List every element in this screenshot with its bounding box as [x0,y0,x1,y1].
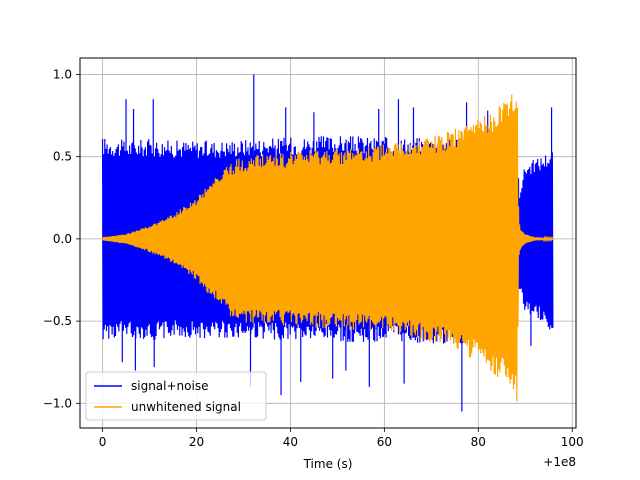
legend-box [85,371,267,421]
x-tick-label: 60 [377,435,392,449]
x-tick-label: 100 [561,435,584,449]
y-tick-label: −0.5 [43,314,72,328]
x-axis-offset-label: +1e8 [543,455,576,469]
plot-frame [79,57,577,429]
legend-label-unwhitened-signal: unwhitened signal [131,400,241,414]
x-tick-label: 40 [283,435,298,449]
x-axis-label: Time (s) [303,457,353,471]
legend-label-signal-noise: signal+noise [131,379,208,393]
x-axis: 0 20 40 60 80 100 [99,428,584,449]
y-tick-label: 0.0 [53,232,72,246]
x-tick-label: 20 [189,435,204,449]
y-tick-label: 0.5 [53,150,72,164]
series-unwhitened-signal-trace [101,94,554,402]
plot-area [101,74,554,412]
x-tick-label: 0 [99,435,107,449]
y-axis: −1.0 −0.5 0.0 0.5 1.0 [43,67,80,410]
x-tick-label: 80 [471,435,486,449]
y-tick-label: −1.0 [43,396,72,410]
legend: signal+noise unwhitened signal [85,371,267,421]
y-tick-label: 1.0 [53,67,72,81]
